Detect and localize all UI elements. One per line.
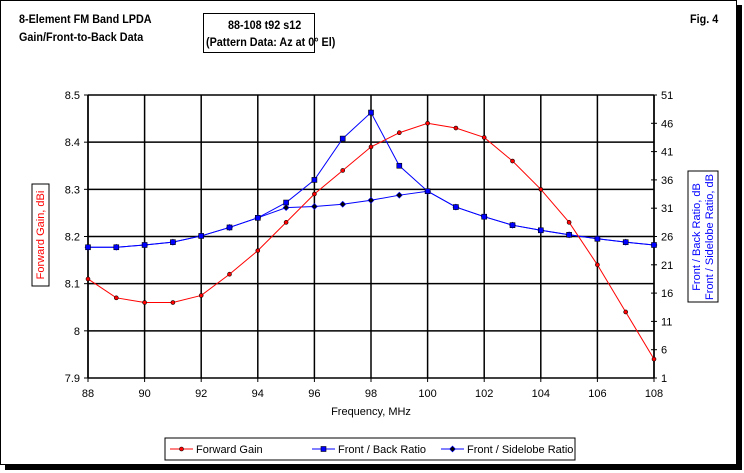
data-point-front-back-ratio: [339, 135, 346, 142]
y-left-tick-label: 8.1: [65, 279, 80, 291]
data-point-forward-gain: [595, 262, 600, 268]
y-right-tick-label: 36: [661, 175, 673, 187]
data-point-front-back-ratio: [170, 239, 176, 245]
data-point-forward-gain: [198, 293, 204, 298]
y-right-tick-label: 11: [661, 316, 672, 328]
data-point-front-back-ratio: [537, 227, 544, 234]
x-tick-label: 102: [475, 388, 493, 400]
legend-marker-front-back-ratio: [320, 446, 327, 452]
y-right-tick-label: 51: [661, 90, 673, 102]
y-right-tick-label: 26: [661, 232, 673, 244]
x-tick-label: 92: [195, 388, 207, 400]
data-point-front-back-ratio: [226, 224, 233, 231]
y-left-tick-label: 7.9: [65, 373, 80, 385]
data-point-front-back-ratio: [424, 188, 431, 195]
data-point-forward-gain: [368, 144, 374, 150]
x-tick-label: 90: [138, 388, 150, 400]
x-tick-label: 88: [82, 388, 94, 400]
x-axis-label: Frequency, MHz: [331, 406, 411, 418]
data-point-front-back-ratio: [311, 177, 318, 183]
data-point-forward-gain: [227, 271, 232, 277]
legend-marker-forward-gain: [179, 446, 184, 452]
y-right-tick-label: 21: [661, 260, 673, 272]
data-point-front-sidelobe-ratio: [395, 191, 403, 199]
y-left-tick-label: 8: [74, 326, 80, 338]
y-left-tick-label: 8.2: [65, 232, 80, 244]
data-point-front-back-ratio: [368, 109, 374, 116]
data-point-forward-gain: [651, 356, 657, 362]
y-right-tick-label: 46: [661, 118, 673, 130]
data-point-front-back-ratio: [651, 242, 657, 248]
data-point-front-back-ratio: [396, 162, 403, 169]
data-point-front-back-ratio: [566, 232, 572, 238]
data-point-front-back-ratio: [255, 215, 261, 221]
legend-box: [164, 437, 576, 461]
x-tick-label: 106: [588, 388, 606, 400]
data-point-forward-gain: [425, 121, 430, 126]
chart-title-line1: 8-Element FM Band LPDA: [19, 12, 152, 26]
subtitle-box: [203, 13, 315, 53]
data-point-front-back-ratio: [113, 244, 120, 251]
data-point-forward-gain: [283, 220, 289, 225]
data-point-forward-gain: [538, 187, 544, 192]
data-point-front-back-ratio: [453, 204, 459, 210]
data-point-front-back-ratio: [481, 213, 488, 220]
data-point-forward-gain: [114, 295, 119, 301]
data-point-forward-gain: [566, 220, 572, 225]
data-point-forward-gain: [510, 158, 515, 164]
data-point-front-sidelobe-ratio: [310, 203, 318, 210]
subtitle-line2: (Pattern Data: Az at 0° El): [206, 35, 336, 49]
y-right-tick-label: 41: [661, 147, 673, 159]
x-tick-label: 94: [252, 388, 264, 400]
data-point-forward-gain: [312, 191, 317, 197]
y-left-tick-label: 8.5: [65, 90, 80, 102]
y-left-label-box: [31, 183, 50, 287]
y-left-tick-label: 8.3: [65, 184, 80, 196]
data-point-front-back-ratio: [141, 242, 148, 248]
legend-marker-front-sidelobe-ratio: [449, 445, 456, 453]
data-point-front-sidelobe-ratio: [282, 204, 290, 212]
data-point-forward-gain: [396, 130, 402, 136]
subtitle-line1: 88-108 t92 s12: [228, 18, 302, 32]
data-point-front-back-ratio: [509, 222, 516, 228]
data-point-front-back-ratio: [198, 233, 204, 239]
chart-frame: [0, 0, 737, 465]
chart-title-line2: Gain/Front-to-Back Data: [19, 30, 144, 44]
data-point-front-sidelobe-ratio: [339, 200, 347, 208]
figure-label: Fig. 4: [690, 12, 719, 26]
y-right-tick-label: 31: [661, 203, 673, 215]
x-tick-label: 96: [308, 388, 320, 400]
x-tick-label: 104: [532, 388, 550, 400]
data-point-forward-gain: [170, 300, 176, 305]
y-left-axis-label: Forward Gain, dBi: [35, 191, 47, 280]
data-point-front-back-ratio: [283, 199, 289, 206]
data-point-forward-gain: [142, 300, 147, 305]
data-point-front-back-ratio: [594, 235, 601, 242]
legend-label-front-sidelobe-ratio: Front / Sidelobe Ratio: [467, 444, 573, 456]
data-point-front-back-ratio: [622, 239, 629, 245]
data-point-forward-gain: [340, 168, 346, 173]
x-tick-label: 98: [365, 388, 377, 400]
y-right-tick-label: 16: [661, 288, 673, 300]
x-tick-label: 100: [418, 388, 436, 400]
y-right-axis-label-line2: Front / Sidelobe Ratio, dB: [704, 174, 716, 300]
data-point-forward-gain: [255, 248, 261, 253]
y-right-label-box: [687, 170, 719, 303]
data-point-front-sidelobe-ratio: [367, 196, 375, 204]
y-right-tick-label: 1: [661, 373, 667, 385]
data-point-front-back-ratio: [85, 244, 91, 251]
data-point-forward-gain: [453, 125, 459, 131]
data-point-forward-gain: [85, 276, 91, 282]
data-point-forward-gain: [481, 135, 487, 140]
legend-label-front-back-ratio: Front / Back Ratio: [338, 444, 426, 456]
y-right-axis-label-line1: Front / Back Ratio, dB: [691, 183, 703, 291]
y-right-tick-label: 6: [661, 345, 667, 357]
data-point-forward-gain: [623, 309, 629, 315]
x-tick-label: 108: [645, 388, 663, 400]
legend-label-forward-gain: Forward Gain: [196, 444, 263, 456]
y-left-tick-label: 8.4: [65, 137, 80, 149]
